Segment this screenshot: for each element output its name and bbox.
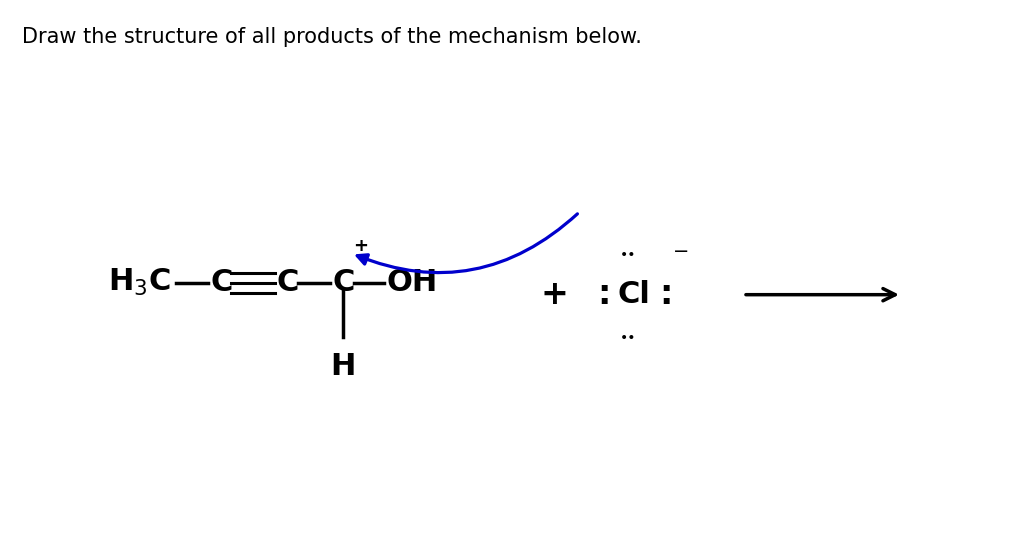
Text: C: C xyxy=(277,269,299,298)
Text: ••: •• xyxy=(620,248,636,262)
Text: :: : xyxy=(597,278,611,311)
Text: −: − xyxy=(673,242,690,261)
Text: ••: •• xyxy=(620,331,636,345)
Text: OH: OH xyxy=(387,269,437,298)
Text: +: + xyxy=(541,278,568,311)
Text: C: C xyxy=(211,269,233,298)
Text: :: : xyxy=(659,278,672,311)
Text: H$_3$C: H$_3$C xyxy=(108,267,171,299)
Text: H: H xyxy=(331,352,356,381)
Text: +: + xyxy=(354,237,368,255)
Text: Draw the structure of all products of the mechanism below.: Draw the structure of all products of th… xyxy=(22,27,641,47)
Text: Cl: Cl xyxy=(618,280,651,309)
FancyArrowPatch shape xyxy=(357,214,578,272)
Text: C: C xyxy=(332,269,355,298)
